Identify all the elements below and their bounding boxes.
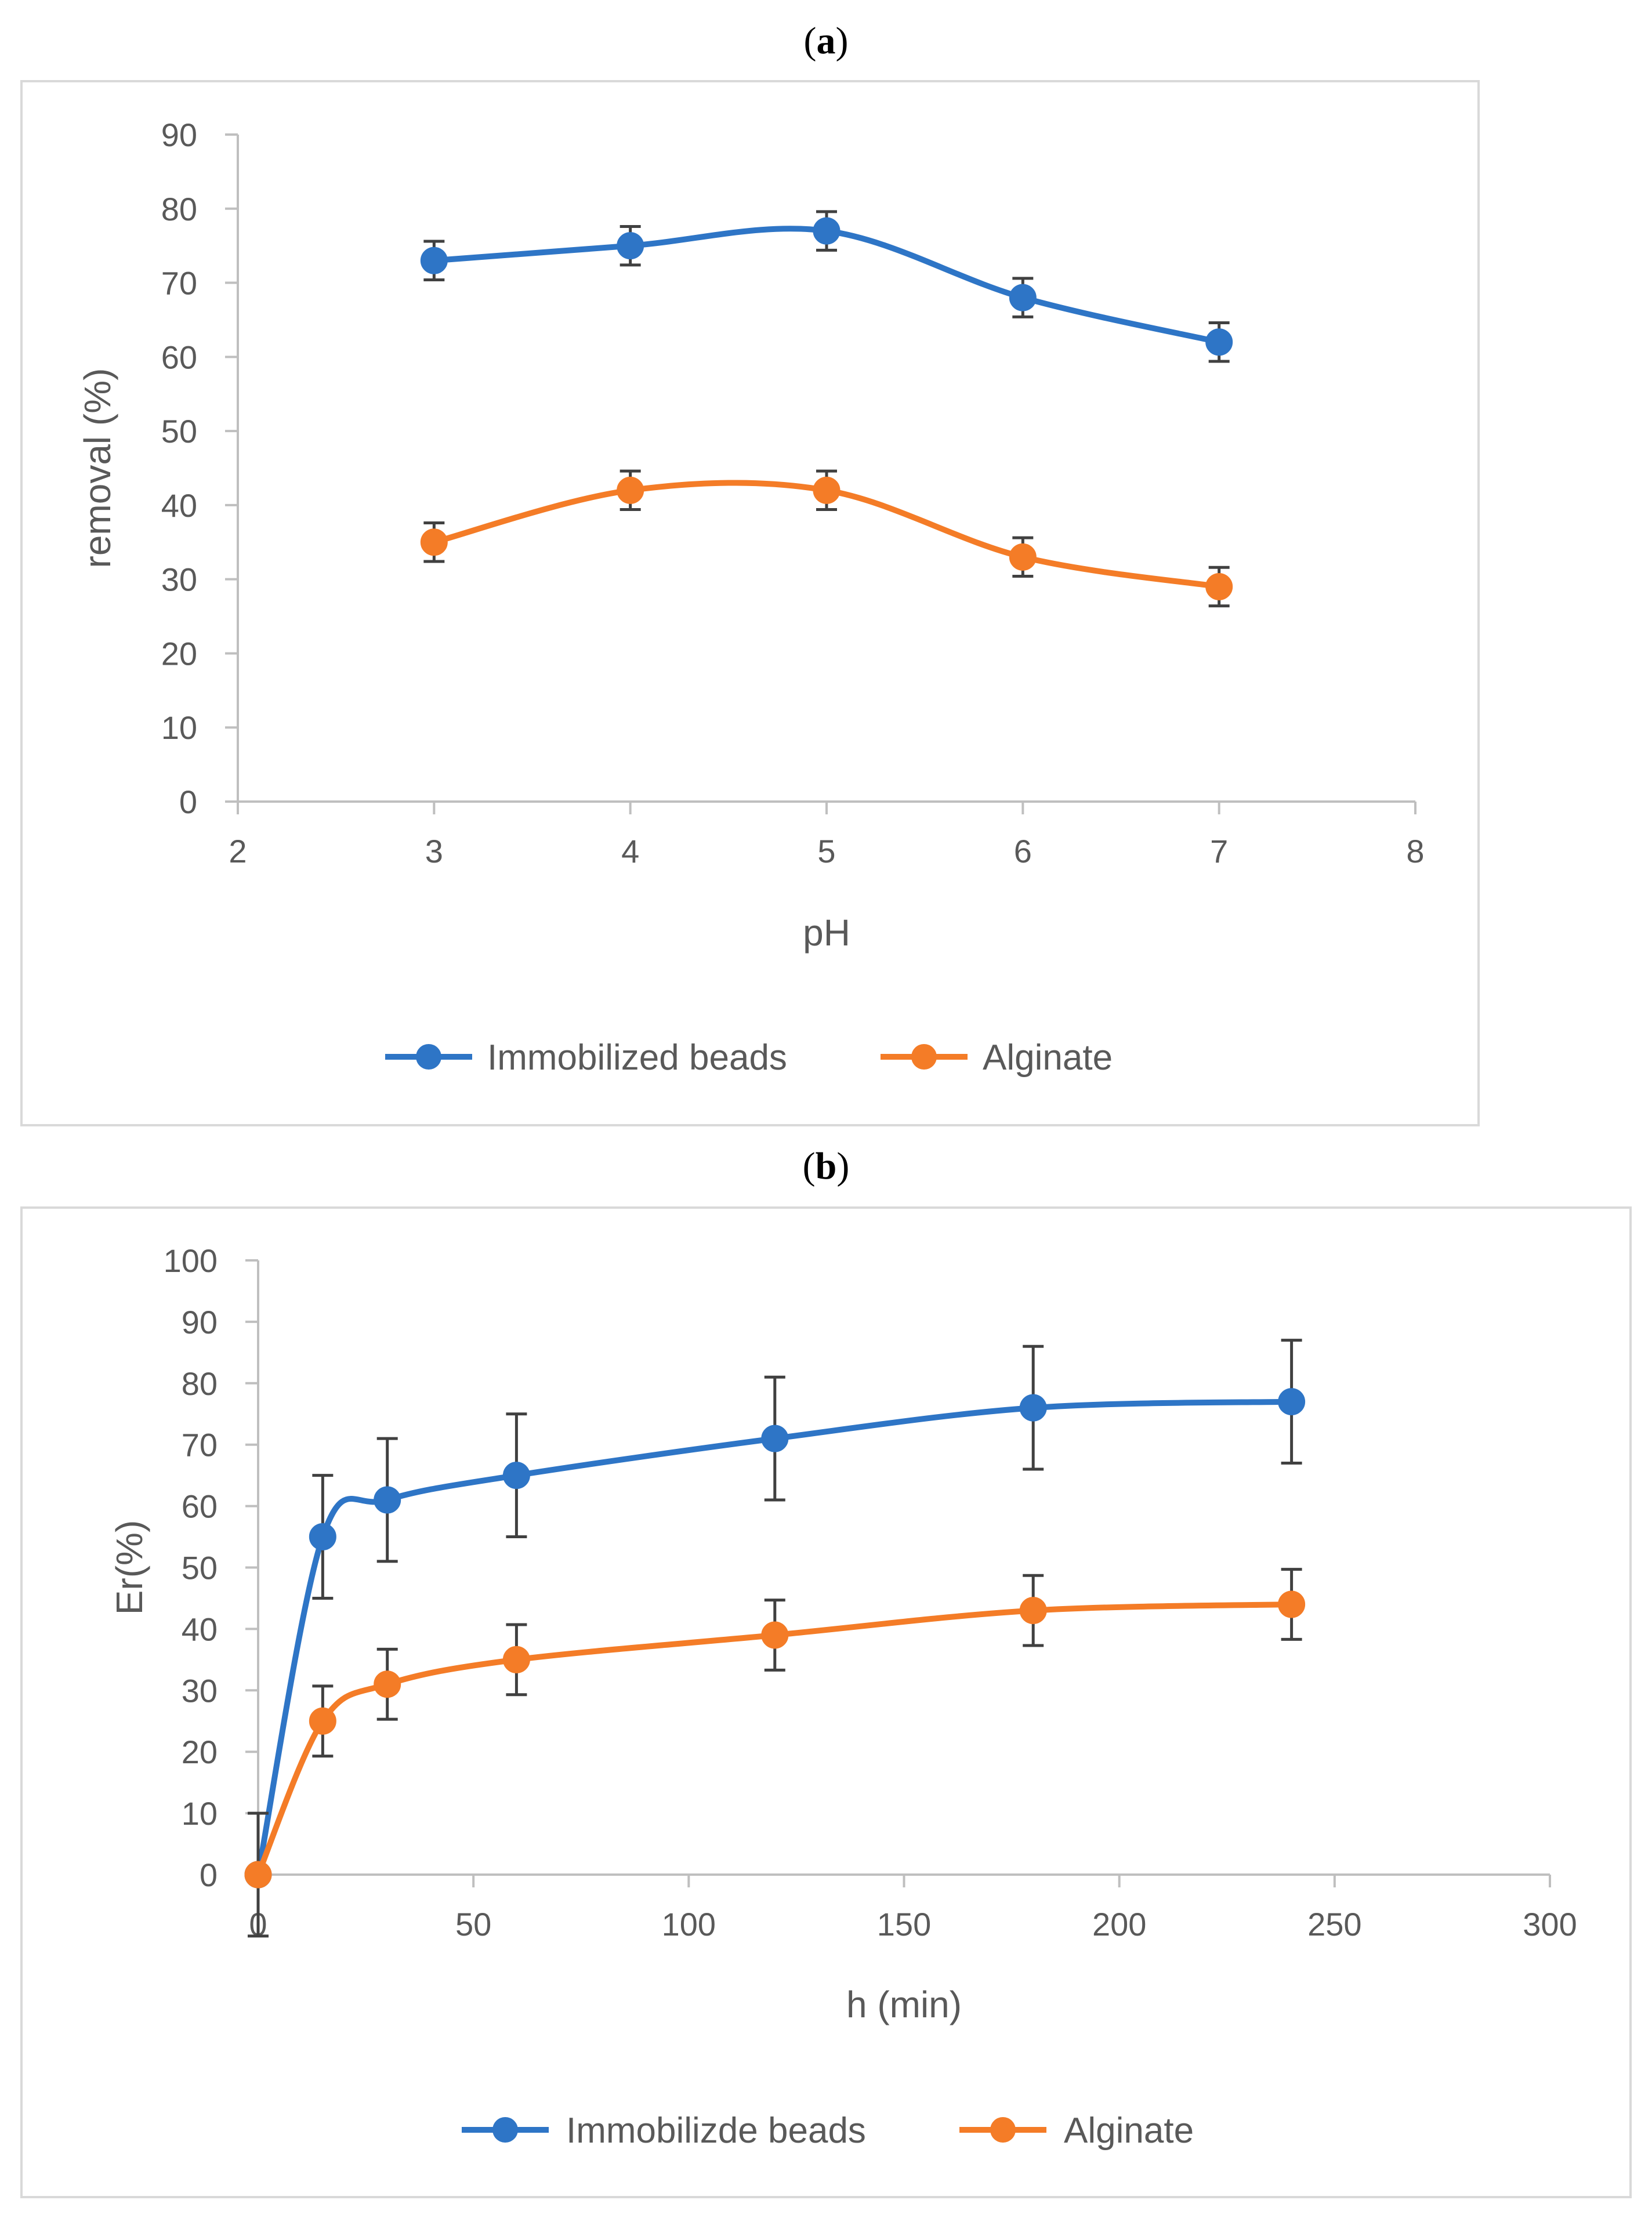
panel-label-b: (b) xyxy=(803,1145,850,1187)
y-tick-label: 80 xyxy=(182,1365,218,1402)
data-point xyxy=(502,1462,530,1489)
y-tick-label: 60 xyxy=(182,1488,218,1525)
chart-b: 0102030405060708090100050100150200250300… xyxy=(108,1242,1577,2151)
legend-marker xyxy=(416,1044,441,1070)
legend-entry: Immobilized beads xyxy=(385,1038,787,1078)
y-axis-title: removal (%) xyxy=(77,368,118,568)
legend-label: Alginate xyxy=(1064,2111,1194,2151)
data-point xyxy=(1205,572,1233,600)
legend-label: Immobilized beads xyxy=(487,1038,787,1078)
chart-a: 0 10 20 30 40 50 60 70 80 90 2 3 4 5 6 7 8 pH removal (%) I… xyxy=(77,117,1425,1078)
x-tick-label: 6 xyxy=(1014,833,1032,869)
data-point xyxy=(813,217,841,245)
y-tick-label: 10 xyxy=(182,1795,218,1832)
data-point xyxy=(1009,543,1037,571)
x-tick-label: 200 xyxy=(1092,1906,1146,1942)
x-tick-label: 4 xyxy=(621,833,639,869)
legend-marker xyxy=(990,2117,1016,2143)
data-point xyxy=(374,1670,401,1698)
legend-label: Alginate xyxy=(983,1038,1113,1078)
y-tick-label: 30 xyxy=(161,561,197,598)
data-point xyxy=(309,1707,336,1735)
legend-label: Immobilizde beads xyxy=(566,2111,866,2151)
legend-entry: Immobilizde beads xyxy=(462,2111,866,2151)
data-point xyxy=(309,1523,336,1551)
series-alginate xyxy=(420,469,1233,608)
chart-b-frame xyxy=(20,1206,1632,2198)
legend-marker xyxy=(492,2117,518,2143)
x-axis-title: h (min) xyxy=(846,1984,962,2025)
series-immobilized-beads xyxy=(420,210,1233,363)
panel-label-a: (a) xyxy=(804,20,849,62)
y-tick-label: 40 xyxy=(161,487,197,524)
data-point xyxy=(761,1425,789,1452)
data-point xyxy=(1009,284,1037,311)
legend-entry: Alginate xyxy=(959,2111,1194,2151)
x-tick-label: 7 xyxy=(1210,833,1228,869)
series-alginate xyxy=(244,1568,1306,1889)
y-tick-label: 70 xyxy=(182,1427,218,1463)
legend-marker xyxy=(911,1044,937,1070)
x-tick-label: 150 xyxy=(877,1906,931,1942)
legend-entry: Alginate xyxy=(881,1038,1113,1078)
y-tick-label: 10 xyxy=(161,709,197,746)
y-tick-label: 20 xyxy=(182,1734,218,1770)
x-tick-label: 3 xyxy=(425,833,443,869)
data-point xyxy=(420,528,448,556)
x-tick-label: 300 xyxy=(1523,1906,1577,1942)
y-tick-label: 50 xyxy=(182,1550,218,1586)
x-tick-label: 250 xyxy=(1307,1906,1361,1942)
data-point xyxy=(1278,1388,1306,1416)
data-point xyxy=(617,232,644,260)
x-tick-label: 100 xyxy=(662,1906,716,1942)
y-tick-label: 20 xyxy=(161,635,197,672)
x-tick-label: 2 xyxy=(229,833,247,869)
data-point xyxy=(1278,1590,1306,1618)
y-tick-label: 0 xyxy=(200,1857,218,1893)
data-point xyxy=(761,1621,789,1649)
y-tick-label: 90 xyxy=(182,1304,218,1340)
data-point xyxy=(1205,328,1233,356)
data-point xyxy=(244,1861,272,1889)
y-tick-label: 30 xyxy=(182,1672,218,1709)
y-axis-title: Er(%) xyxy=(108,1520,150,1615)
x-tick-label: 8 xyxy=(1406,833,1424,869)
y-tick-label: 60 xyxy=(161,339,197,375)
data-point xyxy=(1019,1597,1047,1625)
chart-a-frame xyxy=(20,80,1480,1126)
y-tick-label: 50 xyxy=(161,413,197,450)
y-tick-label: 90 xyxy=(161,117,197,153)
x-axis-title: pH xyxy=(803,912,850,954)
y-tick-label: 100 xyxy=(164,1242,218,1279)
y-tick-label: 0 xyxy=(179,784,197,820)
y-tick-label: 40 xyxy=(182,1611,218,1647)
x-tick-label: 5 xyxy=(817,833,835,869)
data-point xyxy=(813,476,841,504)
data-point xyxy=(617,476,644,504)
data-point xyxy=(1019,1394,1047,1422)
data-point xyxy=(374,1486,401,1514)
data-point xyxy=(420,247,448,274)
y-tick-label: 80 xyxy=(161,191,197,227)
data-point xyxy=(502,1646,530,1673)
y-tick-label: 70 xyxy=(161,265,197,302)
x-tick-label: 50 xyxy=(455,1906,491,1942)
